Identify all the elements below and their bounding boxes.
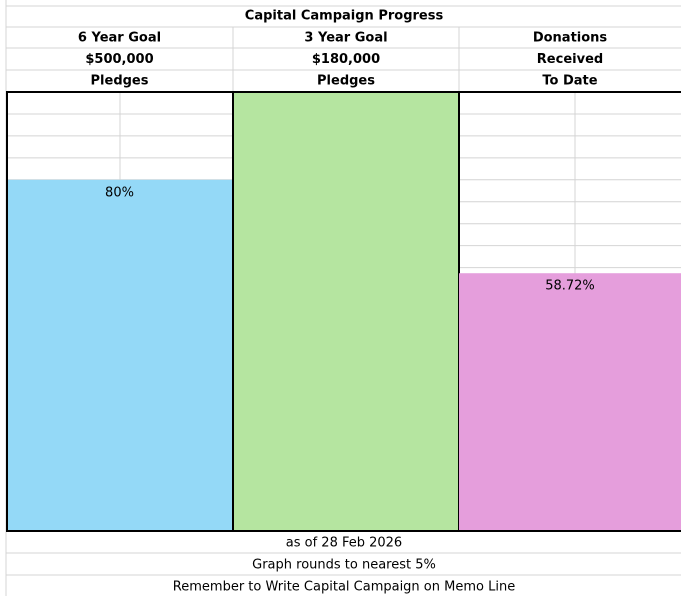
column-header: Pledges <box>91 74 149 89</box>
bar-label: 80% <box>105 185 134 200</box>
bar <box>232 91 460 532</box>
footer-note: Graph rounds to nearest 5% <box>252 558 436 573</box>
footer-note: as of 28 Feb 2026 <box>286 536 402 551</box>
column-header: 6 Year Goal <box>78 31 161 46</box>
chart-title: Capital Campaign Progress <box>245 9 444 24</box>
bar <box>459 273 681 531</box>
column-header: 3 Year Goal <box>304 31 387 46</box>
bar-label: 58.72% <box>545 279 595 294</box>
column-header: Donations <box>533 31 608 46</box>
bar <box>6 179 233 532</box>
column-header: To Date <box>542 74 597 89</box>
footer-note: Remember to Write Capital Campaign on Me… <box>173 580 515 595</box>
column-header: $500,000 <box>85 52 153 67</box>
column-header: Received <box>537 52 603 67</box>
column-header: Pledges <box>317 74 375 89</box>
column-header: $180,000 <box>312 52 380 67</box>
